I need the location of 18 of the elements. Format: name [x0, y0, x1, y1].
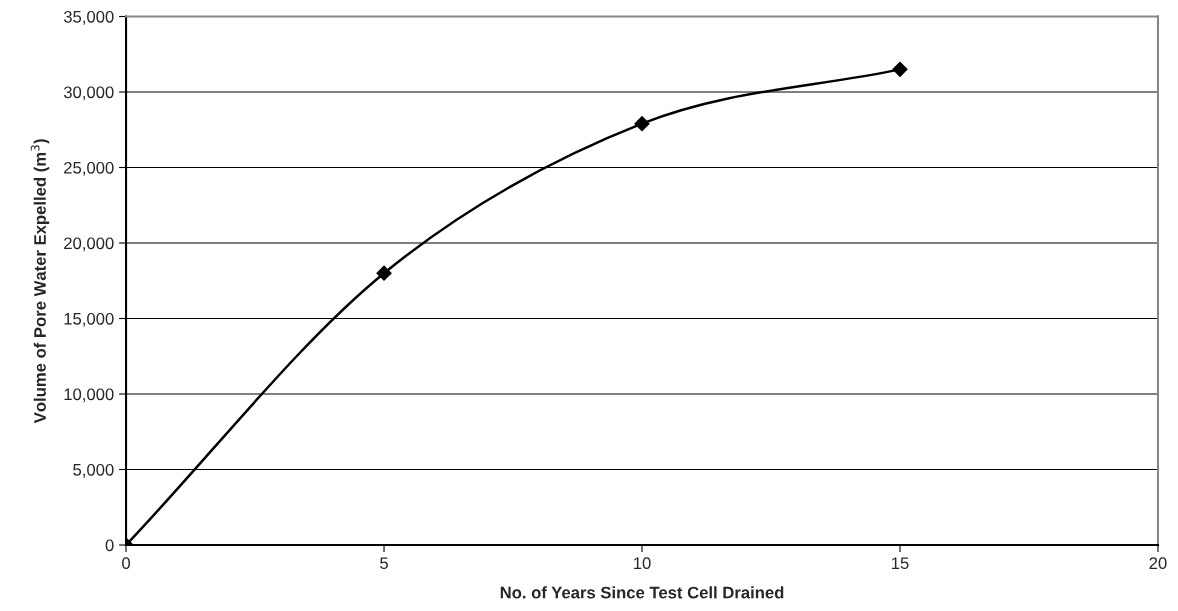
x-tick-label: 10 — [634, 557, 651, 570]
point — [634, 116, 650, 132]
x-tick-label: 20 — [1149, 557, 1167, 570]
point — [376, 265, 392, 281]
y-tick-label: 35,000 — [63, 10, 114, 25]
y-tick-label: 25,000 — [64, 161, 114, 176]
y-axis-title: Volume of Pore Water Expelled (m$^{3}$) — [30, 139, 50, 424]
x-tick-label: 0 — [122, 557, 131, 570]
x-axis-title: No. of Years Since Test Cell Drained — [500, 586, 784, 599]
y-tick-label: 10,000 — [64, 388, 114, 403]
y-tick-label: 30,000 — [63, 86, 114, 101]
y-tick-label: 0 — [105, 539, 114, 552]
point — [892, 61, 908, 77]
x-tick-label: 5 — [380, 557, 388, 570]
y-tick-label: 20,000 — [64, 237, 114, 252]
y-tick-label: 5,000 — [73, 463, 114, 478]
x-tick-label: 15 — [891, 557, 909, 570]
y-tick-label: 15,000 — [64, 312, 114, 327]
